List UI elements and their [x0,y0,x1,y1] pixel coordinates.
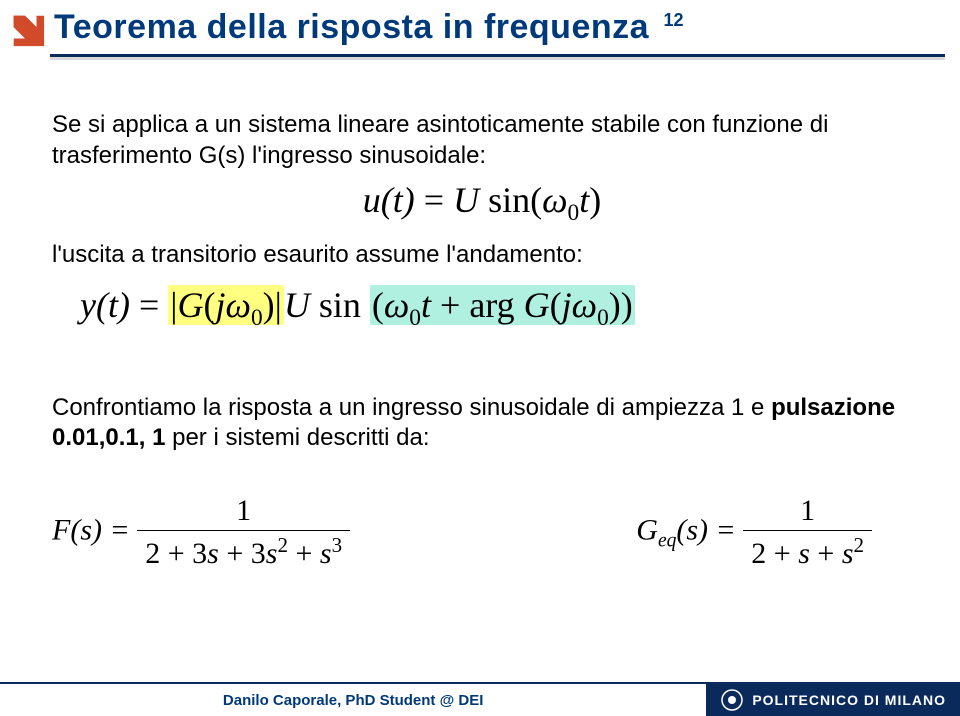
eq2-om1: ω [226,285,251,325]
slide-footer: Danilo Caporale, PhD Student @ DEI POLIT… [0,682,960,716]
eq2-phase: (ω0t + arg G(jω0)) [370,285,635,325]
paragraph-1: Se si applica a un sistema lineare asint… [52,110,912,171]
eq2-bar2: | [275,285,282,325]
eq2-s2: 0 [409,306,421,332]
paragraph-2: l'uscita a transitorio esaurito assume l… [52,240,912,271]
equation-output: y(t) = |G(jω0)|U sin (ω0t + arg G(jω0)) [80,284,912,332]
eqG-den: 2 + s + s2 [743,531,872,571]
eq2-sin: sin [310,285,370,325]
eq2-U: U [284,285,310,325]
eq2-s3: 0 [597,306,609,332]
eqG-d4: 2 [854,533,865,557]
eqG-sub: eq [658,530,676,551]
eqG-num: 1 [743,494,872,531]
equation-F: F(s) = 1 2 + 3s + 3s2 + s3 [52,494,350,571]
eq2-plus: + [431,285,469,325]
eqG-d0: 2 + [751,537,798,570]
eq2-j2: j [562,285,572,325]
p3-pre: Confrontiamo la risposta a un ingresso s… [52,394,771,421]
eq2-p2c: ) [609,285,621,325]
eqF-d2: + 3 [219,537,266,570]
eqF-d1: s [207,537,219,570]
eq2-p2o: ( [550,285,562,325]
eq2-om2: ω [384,285,409,325]
footer-institution-text: POLITECNICO DI MILANO [752,692,946,708]
eq1-U: U [453,180,479,220]
eqF-den: 2 + 3s + 3s2 + s3 [137,531,350,571]
arrow-down-right-icon [8,10,46,48]
eq2-bar1: | [170,285,177,325]
p3-mid: per i sistemi descritti da: [165,424,429,451]
eqF-d0: 2 + 3 [145,537,207,570]
eq2-arg: arg [469,285,523,325]
title-area: Teorema della risposta in frequenza 12 [54,8,960,47]
eq1-equals: = [415,180,453,220]
eq1-sin: sin [479,180,530,220]
eqG-rest: (s) = [676,513,743,546]
eq2-G2: G [524,285,550,325]
equation-Geq: Geq(s) = 1 2 + s + s2 [636,494,872,571]
eqG-d3: s [842,537,854,570]
paragraph-3: Confrontiamo la risposta a un ingresso s… [52,393,912,454]
eq2-s1: 0 [251,306,263,332]
eq1-omega: ω [542,180,567,220]
eqG-d2: + [810,537,842,570]
eqF-d6: s [320,537,332,570]
eqF-lhs: F(s) = [52,513,137,546]
eqF-d4: 2 [277,533,288,557]
eqF-d5: + [288,537,320,570]
eq2-p1c: ) [263,285,275,325]
slide-content: Se si applica a un sistema lineare asint… [0,60,960,571]
slide-title: Teorema della risposta in frequenza [54,8,649,46]
eq1-t: t [579,180,589,220]
eq2-bc: ) [621,285,633,325]
eqF-num: 1 [137,494,350,531]
eqF-d7: 3 [332,533,343,557]
eqF-frac: 1 2 + 3s + 3s2 + s3 [137,494,350,571]
eqF-d3: s [266,537,278,570]
eq2-bo: ( [372,285,384,325]
eq2-G1: G [178,285,204,325]
eq1-open: ( [530,180,542,220]
eq2-lhs: y(t) [80,285,130,325]
eq1-close: ) [589,180,601,220]
eqG-frac: 1 2 + s + s2 [743,494,872,571]
eqG-G: G [636,513,658,546]
equations-systems: F(s) = 1 2 + 3s + 3s2 + s3 Geq(s) = 1 2 … [52,494,872,571]
slide-header: Teorema della risposta in frequenza 12 [0,0,960,48]
eq2-om3: ω [572,285,597,325]
footer-author: Danilo Caporale, PhD Student @ DEI [0,692,706,709]
eq2-p1o: ( [204,285,216,325]
eq1-sub: 0 [568,201,580,227]
equation-input: u(t) = U sin(ω0t) [52,179,912,227]
politecnico-logo-icon [720,688,744,712]
eq2-eq: = [130,285,168,325]
eq2-t: t [421,285,431,325]
eq2-magnitude: |G(jω0)| [168,285,284,325]
page-number: 12 [664,10,684,30]
eqG-d1: s [798,537,810,570]
eq1-lhs: u(t) [363,180,415,220]
eq2-j1: j [216,285,226,325]
footer-institution: POLITECNICO DI MILANO [706,684,960,716]
